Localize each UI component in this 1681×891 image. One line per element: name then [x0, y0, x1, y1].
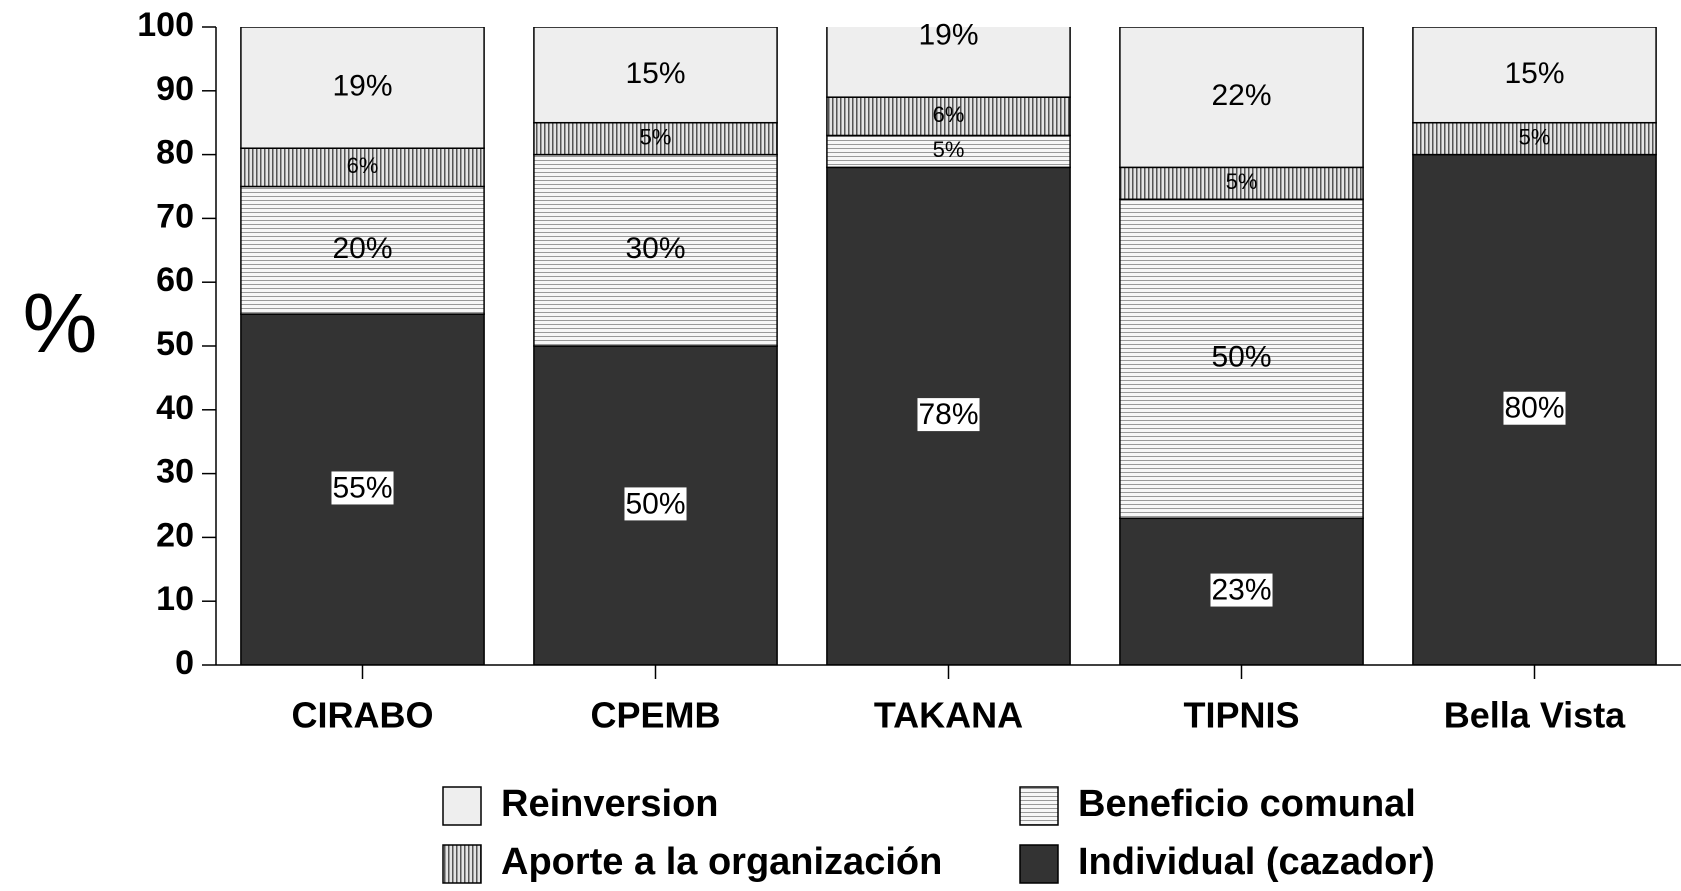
data-label: 20%	[332, 232, 392, 265]
data-label: 15%	[1504, 57, 1564, 90]
data-label: 5%	[1226, 169, 1258, 194]
legend-label: Individual (cazador)	[1078, 841, 1435, 883]
y-axis-label: %	[23, 276, 98, 370]
bar-segment	[533, 27, 778, 124]
x-tick-label: Bella Vista	[1444, 695, 1626, 736]
y-tick-label: 20	[156, 516, 194, 554]
data-label: 80%	[1504, 392, 1564, 425]
bar-segment	[1119, 166, 1364, 201]
x-tick-label: TAKANA	[874, 695, 1023, 736]
y-tick-label: 60	[156, 261, 194, 299]
data-label: 55%	[332, 471, 392, 504]
y-tick-label: 10	[156, 580, 194, 618]
data-label: 30%	[625, 232, 685, 265]
data-label: 19%	[332, 70, 392, 103]
data-label: 5%	[640, 124, 672, 149]
data-label: 78%	[918, 398, 978, 431]
legend-swatch	[442, 786, 482, 826]
y-tick-label: 40	[156, 389, 194, 427]
data-label-bg	[331, 471, 394, 505]
data-label-bg	[1503, 391, 1566, 425]
data-label: 6%	[347, 153, 379, 178]
bar-segment	[1119, 198, 1364, 520]
data-label: 5%	[1519, 124, 1551, 149]
y-tick-label: 70	[156, 197, 194, 235]
bar-segment	[240, 185, 485, 315]
bar-segment	[826, 96, 1071, 137]
legend-label: Beneficio comunal	[1078, 783, 1416, 825]
data-label: 23%	[1211, 574, 1271, 607]
bar-segment	[826, 27, 1071, 98]
data-label: 15%	[625, 57, 685, 90]
data-label: 5%	[933, 137, 965, 162]
legend-label: Aporte a la organización	[501, 841, 942, 883]
data-label: 22%	[1211, 79, 1271, 112]
y-tick-label: 50	[156, 325, 194, 363]
data-label: 6%	[933, 102, 965, 127]
bar-segment	[240, 27, 485, 149]
bar-segment	[240, 147, 485, 188]
legend-label: Reinversion	[501, 783, 719, 825]
data-label-bg	[624, 487, 687, 521]
legend-swatch	[442, 844, 482, 884]
data-label: 19%	[918, 18, 978, 51]
legend-swatch	[1019, 786, 1059, 826]
y-tick-label: 30	[156, 453, 194, 491]
bars	[240, 27, 1657, 665]
data-label-bg	[917, 398, 980, 432]
y-tick-label: 100	[137, 6, 194, 44]
data-label-bg	[1210, 573, 1273, 607]
data-label: 50%	[1211, 341, 1271, 374]
legend-swatch	[1019, 844, 1059, 884]
data-label: 50%	[625, 487, 685, 520]
y-tick-label: 90	[156, 70, 194, 108]
y-tick-label: 80	[156, 134, 194, 172]
bar-segment	[1412, 27, 1657, 124]
x-tick-label: CPEMB	[590, 695, 720, 736]
x-tick-label: CIRABO	[292, 695, 434, 736]
x-tick-label: TIPNIS	[1183, 695, 1299, 736]
bar-segment	[826, 134, 1071, 169]
y-tick-label: 0	[175, 644, 194, 682]
bar-segment	[1119, 27, 1364, 169]
